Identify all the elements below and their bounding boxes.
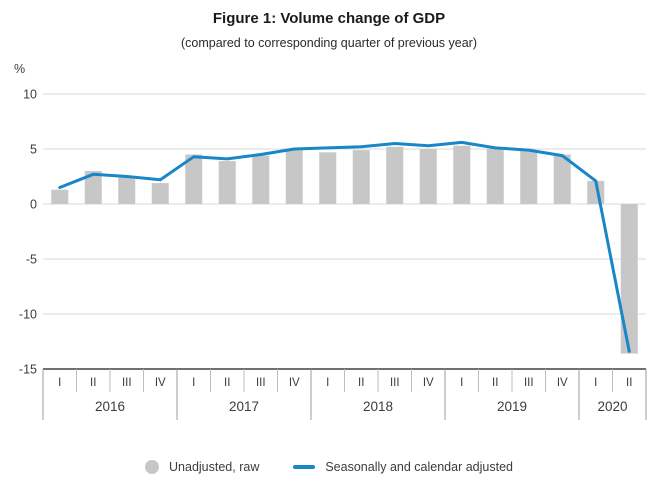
- line-series-adjusted: [58, 140, 631, 353]
- y-tick-label: 0: [30, 198, 37, 212]
- bar: [386, 146, 404, 204]
- bar: [285, 150, 303, 204]
- legend: Unadjusted, raw Seasonally and calendar …: [0, 455, 658, 479]
- quarter-label: IV: [423, 377, 434, 389]
- bar: [553, 154, 571, 204]
- bar: [453, 145, 471, 204]
- quarter-label: I: [460, 377, 463, 389]
- bar-series-unadjusted: [51, 145, 638, 354]
- quarter-label: IV: [289, 377, 300, 389]
- quarter-label: III: [256, 377, 266, 389]
- quarter-label: II: [626, 377, 632, 389]
- y-tick-label: 10: [23, 88, 37, 102]
- quarter-label: I: [192, 377, 195, 389]
- bar: [218, 161, 236, 204]
- y-axis-tick-labels: 10 5 0 -5 -10 -15: [19, 88, 37, 377]
- bar: [185, 154, 203, 204]
- legend-label-adjusted: Seasonally and calendar adjusted: [325, 460, 513, 474]
- quarter-label: I: [326, 377, 329, 389]
- y-tick-label: -15: [19, 363, 37, 377]
- quarter-label: IV: [155, 377, 166, 389]
- quarter-label: IV: [557, 377, 568, 389]
- year-label: 2019: [497, 399, 527, 414]
- y-tick-label: -10: [19, 308, 37, 322]
- line-swatch-icon: [293, 465, 316, 469]
- quarter-label: II: [358, 377, 364, 389]
- bar: [252, 155, 270, 204]
- quarter-label: III: [122, 377, 132, 389]
- gridlines: [43, 93, 646, 315]
- bar: [84, 171, 102, 204]
- year-label: 2020: [597, 399, 627, 414]
- chart-title: Figure 1: Volume change of GDP: [212, 10, 446, 27]
- y-tick-label: 5: [30, 143, 37, 157]
- quarter-label: II: [224, 377, 230, 389]
- quarter-label: III: [390, 377, 400, 389]
- y-axis-unit-label: %: [14, 62, 26, 76]
- bar: [118, 177, 136, 204]
- bar: [520, 150, 538, 204]
- year-label: 2018: [363, 399, 393, 414]
- bar: [51, 189, 69, 204]
- circle-swatch-icon: [145, 460, 160, 474]
- legend-label-unadjusted: Unadjusted, raw: [169, 460, 260, 474]
- legend-item-unadjusted: Unadjusted, raw: [145, 460, 259, 474]
- quarter-label: II: [492, 377, 498, 389]
- y-tick-label: -5: [26, 253, 37, 267]
- year-label: 2016: [95, 399, 125, 414]
- quarter-label: I: [58, 377, 61, 389]
- bar: [151, 183, 169, 204]
- quarter-label: I: [594, 377, 597, 389]
- bar: [319, 152, 337, 204]
- bar: [352, 150, 370, 204]
- quarter-label: III: [524, 377, 534, 389]
- legend-item-adjusted: Seasonally and calendar adjusted: [293, 460, 513, 474]
- bar: [419, 149, 437, 204]
- bar: [486, 149, 504, 204]
- adjusted-line: [58, 140, 631, 353]
- chart-subtitle: (compared to corresponding quarter of pr…: [181, 36, 477, 50]
- year-label: 2017: [229, 399, 259, 414]
- quarter-label: II: [90, 377, 96, 389]
- bar: [620, 204, 638, 354]
